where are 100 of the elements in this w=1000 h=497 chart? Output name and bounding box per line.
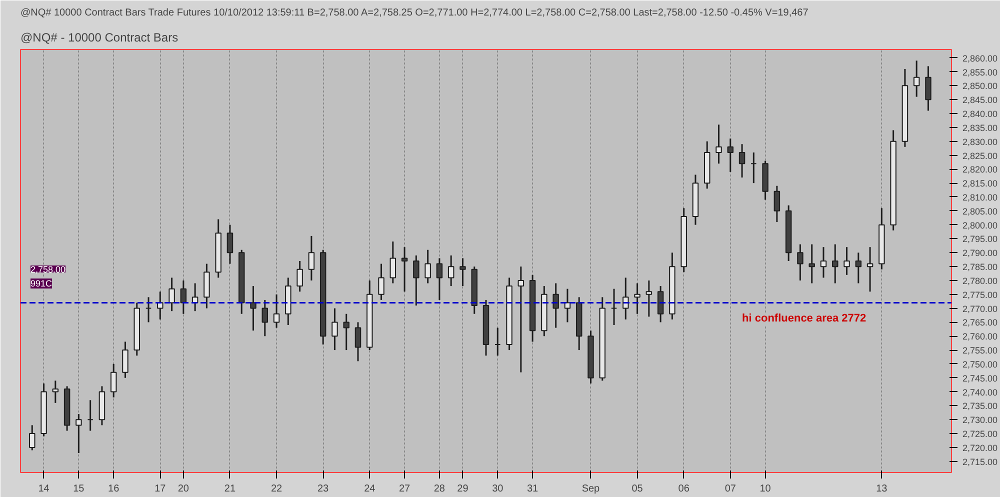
candlestick bbox=[808, 244, 815, 284]
annotation: 2,758.00 bbox=[30, 264, 66, 274]
candlestick bbox=[332, 308, 338, 351]
candlestick bbox=[157, 290, 164, 320]
candlestick bbox=[716, 124, 722, 164]
y-tick-label: 2,735.00 bbox=[962, 401, 998, 412]
x-tick-label: 13 bbox=[876, 484, 888, 494]
chart-title: @NQ# - 10000 Contract Bars bbox=[20, 30, 178, 44]
y-tick-label: 2,790.00 bbox=[962, 248, 998, 258]
candlestick bbox=[168, 276, 175, 312]
annotation: 991C bbox=[30, 278, 53, 288]
x-tick-label: 31 bbox=[526, 484, 539, 494]
candlestick bbox=[250, 285, 256, 332]
candlestick bbox=[436, 257, 443, 301]
candlestick bbox=[518, 266, 524, 374]
candlestick bbox=[727, 138, 734, 173]
x-tick-label: 29 bbox=[457, 484, 469, 494]
x-tick-label: 23 bbox=[318, 484, 330, 494]
y-tick-label: 2,780.00 bbox=[962, 276, 998, 286]
candlestick bbox=[866, 246, 874, 292]
candlestick bbox=[122, 340, 128, 379]
candlestick bbox=[110, 363, 117, 398]
candlestick bbox=[797, 244, 804, 282]
candlestick bbox=[145, 296, 152, 323]
y-tick-label: 2,830.00 bbox=[962, 136, 998, 147]
y-tick-label: 2,775.00 bbox=[962, 290, 998, 300]
candlestick bbox=[424, 249, 431, 284]
x-tick-label: 17 bbox=[154, 484, 166, 494]
x-tick-label: 30 bbox=[492, 484, 504, 494]
x-tick-label: 27 bbox=[398, 484, 411, 494]
x-tick-label: 16 bbox=[108, 484, 120, 494]
x-tick-label: 24 bbox=[364, 484, 376, 494]
candlestick bbox=[925, 65, 932, 112]
y-tick-label: 2,825.00 bbox=[962, 150, 998, 161]
y-tick-label: 2,715.00 bbox=[962, 456, 998, 467]
x-tick-label: Sep bbox=[582, 484, 600, 494]
y-tick-label: 2,820.00 bbox=[962, 164, 998, 175]
candlestick bbox=[308, 235, 315, 282]
x-tick-label: 05 bbox=[632, 484, 644, 494]
candlestick bbox=[634, 282, 640, 315]
y-tick-label: 2,765.00 bbox=[962, 318, 998, 328]
y-tick-label: 2,755.00 bbox=[962, 346, 998, 356]
x-tick-label: 07 bbox=[724, 484, 736, 494]
candlestick bbox=[262, 299, 268, 337]
candlestick bbox=[832, 244, 838, 284]
candlestick bbox=[657, 285, 664, 323]
y-tick-label: 2,770.00 bbox=[962, 304, 998, 314]
x-tick-label: 06 bbox=[678, 484, 690, 494]
y-tick-label: 2,855.00 bbox=[962, 67, 998, 78]
y-tick-label: 2,805.00 bbox=[962, 206, 998, 216]
y-tick-label: 2,725.00 bbox=[962, 429, 998, 440]
candlestick bbox=[750, 152, 757, 184]
y-tick-label: 2,795.00 bbox=[962, 234, 998, 244]
y-tick-label: 2,745.00 bbox=[962, 373, 998, 384]
candlestick bbox=[401, 246, 408, 292]
x-tick-label: 21 bbox=[224, 484, 236, 494]
candlestick bbox=[354, 321, 362, 362]
y-tick-label: 2,730.00 bbox=[962, 415, 998, 426]
candlestick bbox=[622, 276, 629, 320]
candlestick bbox=[448, 254, 454, 287]
x-tick-label: 10 bbox=[760, 484, 772, 494]
x-tick-label: 15 bbox=[73, 484, 85, 494]
candlestick bbox=[296, 260, 303, 292]
candlestick bbox=[378, 263, 384, 301]
y-tick-label: 2,815.00 bbox=[962, 178, 998, 189]
chart-subtitle: @NQ# 10000 Contract Bars Trade Futures 10/10/2012 13:59:11 B=2,758.00 A=2,758.25 O=2,771.00 H=2,774.00 L=2,758.00 C=2,758.00 Last=2,758.00 -12.50 -0.45% V=19,467 bbox=[20, 8, 809, 18]
y-tick-label: 2,840.00 bbox=[962, 109, 998, 120]
x-tick-label: 14 bbox=[38, 484, 50, 494]
candlestick bbox=[820, 246, 827, 278]
y-tick-label: 2,800.00 bbox=[962, 220, 998, 230]
candlestick bbox=[460, 257, 466, 287]
y-tick-label: 2,845.00 bbox=[962, 95, 998, 106]
y-tick-label: 2,860.00 bbox=[962, 53, 998, 64]
candlestick bbox=[273, 294, 280, 329]
y-tick-label: 2,740.00 bbox=[962, 387, 998, 398]
candlestick bbox=[855, 252, 862, 284]
x-tick-label: 22 bbox=[270, 484, 283, 494]
candlestick bbox=[390, 240, 396, 284]
candlestick bbox=[913, 60, 920, 98]
candlestick bbox=[494, 327, 501, 356]
candlestick bbox=[226, 224, 234, 265]
y-tick-label: 2,785.00 bbox=[962, 262, 998, 272]
candlestick bbox=[343, 313, 350, 351]
y-tick-label: 2,810.00 bbox=[962, 192, 998, 202]
x-tick-label: 20 bbox=[178, 484, 190, 494]
candlestick bbox=[844, 246, 850, 276]
y-tick-label: 2,750.00 bbox=[962, 359, 998, 370]
candlestick bbox=[646, 280, 652, 318]
y-tick-label: 2,835.00 bbox=[962, 122, 998, 133]
ref-line-label: hi confluence area 2772 bbox=[742, 312, 866, 325]
candlestick bbox=[552, 282, 559, 329]
x-tick-label: 28 bbox=[434, 484, 446, 494]
y-tick-label: 2,760.00 bbox=[962, 332, 998, 342]
candlestick bbox=[180, 280, 187, 315]
y-tick-label: 2,850.00 bbox=[962, 81, 998, 92]
candlestick bbox=[610, 288, 618, 326]
candlestick bbox=[76, 413, 82, 454]
candlestick bbox=[87, 399, 94, 432]
candlestick bbox=[413, 254, 420, 306]
candlestick bbox=[738, 143, 746, 178]
